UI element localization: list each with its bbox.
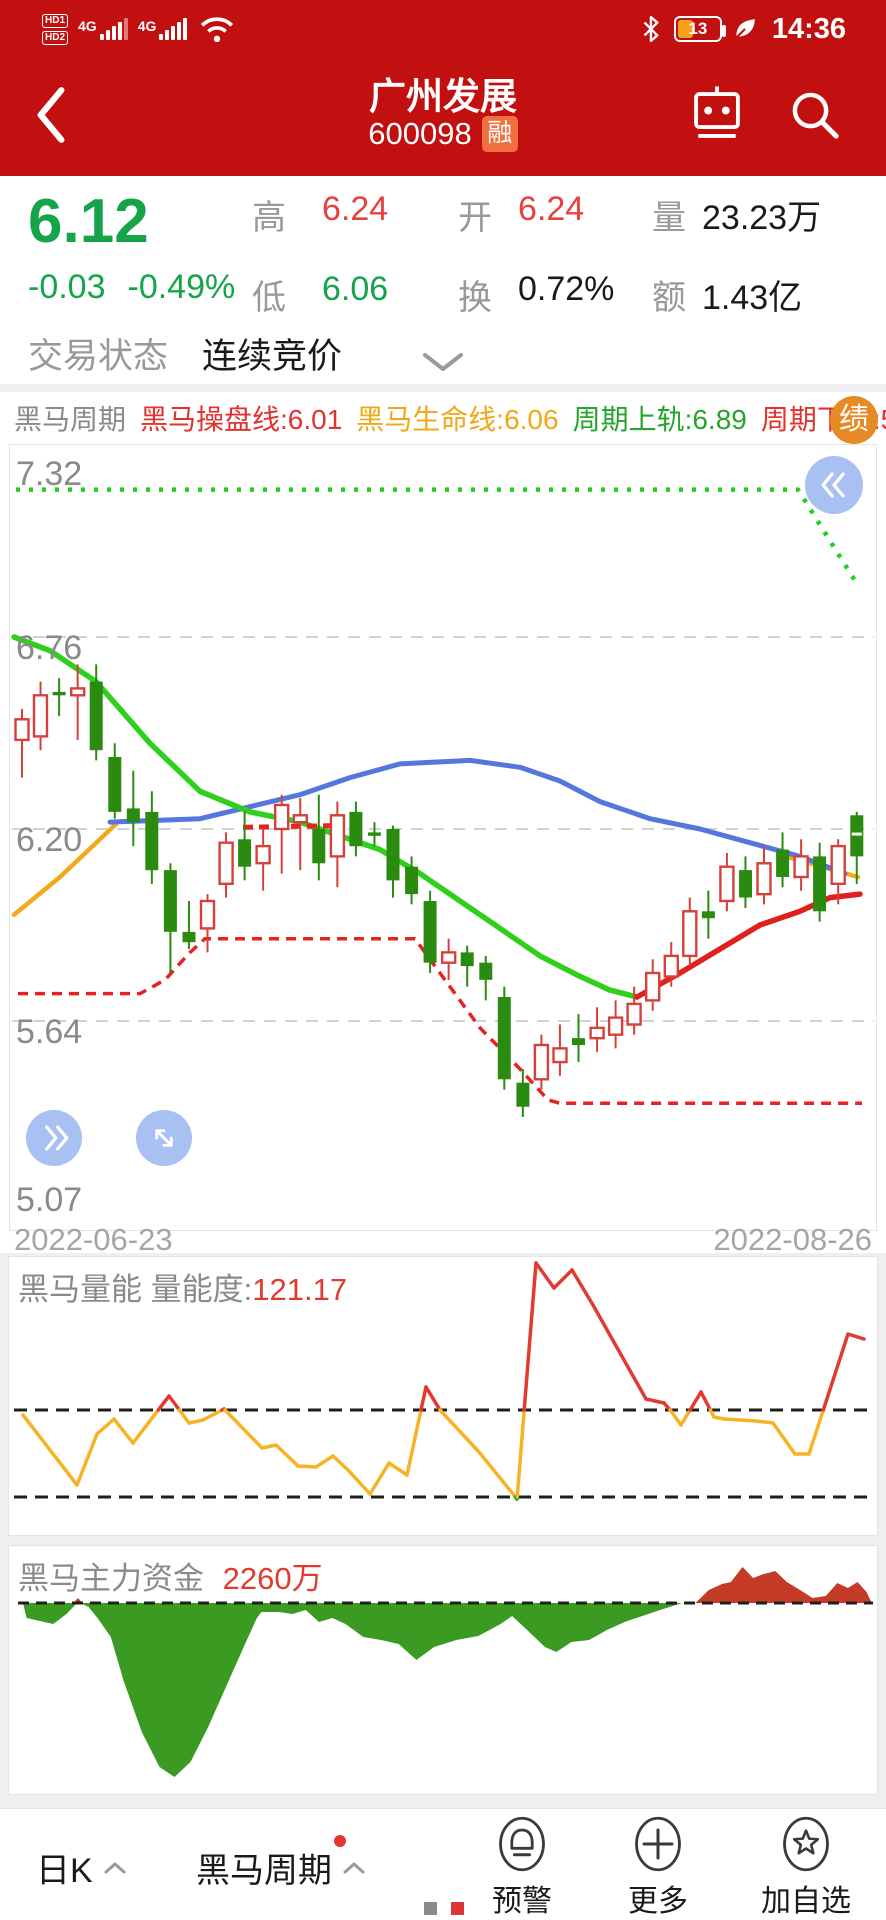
add-watchlist-label: 加自选 <box>761 1885 851 1918</box>
page-dot-red <box>451 1902 464 1915</box>
bell-icon <box>499 1816 545 1872</box>
date-end: 2022-08-26 <box>713 1222 872 1257</box>
svg-text:6.20: 6.20 <box>16 821 82 859</box>
signal-bars-icon: 4G <box>78 18 128 40</box>
price-change: -0.03 -0.49% <box>28 268 235 307</box>
more-label: 更多 <box>628 1885 688 1918</box>
hd1-badge: HD1 <box>42 13 69 28</box>
quote-panel: 6.12 -0.03 -0.49% 高 6.24 低 6.06 开 6.24 换… <box>0 176 886 384</box>
more-button[interactable]: 更多 <box>598 1815 718 1920</box>
stock-code: 600098 <box>368 116 472 151</box>
trading-status-value: 连续竞价 <box>202 337 343 376</box>
scale-chart-button[interactable] <box>136 1110 192 1166</box>
period-selector[interactable]: 日K <box>36 1843 127 1892</box>
status-bar: HD1 HD2 4G 4G 13 14:36 <box>0 0 886 58</box>
indicator-label: 黑马周期 <box>196 1852 332 1890</box>
last-price: 6.12 <box>28 187 149 256</box>
volume-label: 量 <box>652 199 686 237</box>
turnover-label: 换 <box>458 279 492 317</box>
trading-status-label: 交易状态 <box>28 337 169 376</box>
kline-chart[interactable]: 7.32 6.76 6.20 5.64 5.07 <box>0 443 886 1233</box>
signal-bars2-icon: 4G <box>138 18 188 40</box>
chevron-up-icon <box>343 1862 365 1873</box>
page-title: 广州发展 <box>369 76 517 117</box>
volume-energy-chart <box>8 1256 878 1536</box>
battery-icon: 13 <box>673 16 726 42</box>
main-fund-value: 2260万 <box>222 1561 323 1596</box>
change-percent: -0.49% <box>127 268 236 306</box>
clock: 14:36 <box>771 12 846 45</box>
page-indicator <box>424 1902 464 1915</box>
low-label: 低 <box>252 279 286 317</box>
date-range-row: 2022-06-23 2022-08-26 <box>0 1222 886 1258</box>
margin-trading-badge: 融 <box>481 116 518 152</box>
svg-text:5.07: 5.07 <box>16 1181 82 1219</box>
volume-energy-value: 121.17 <box>252 1272 348 1307</box>
indicator-legend-bar[interactable]: 黑马周期 黑马操盘线:6.01 黑马生命线:6.06 周期上轨:6.89 周期下… <box>14 395 886 440</box>
turnover-value: 0.72% <box>518 270 615 308</box>
amount-value: 1.43亿 <box>702 279 803 317</box>
pan-right-button[interactable] <box>26 1110 82 1166</box>
alert-label: 预警 <box>492 1885 552 1918</box>
bluetooth-icon <box>643 16 659 42</box>
bottom-toolbar: 日K 黑马周期 预警 更多 加自选 <box>0 1808 886 1920</box>
volume-energy-label: 黑马量能 量能度:121.17 <box>18 1272 348 1307</box>
power-save-leaf-icon <box>734 19 755 40</box>
high-label: 高 <box>252 199 286 237</box>
open-value: 6.24 <box>518 190 585 228</box>
diagonal-resize-icon <box>155 1129 173 1147</box>
volume-value: 23.23万 <box>702 199 822 237</box>
chevron-up-icon <box>104 1862 126 1873</box>
wifi-icon <box>201 17 234 43</box>
svg-text:6.76: 6.76 <box>16 629 82 667</box>
open-label: 开 <box>458 199 492 237</box>
date-start: 2022-06-23 <box>14 1222 173 1257</box>
main-fund-chart <box>8 1545 878 1795</box>
notification-dot <box>334 1835 346 1847</box>
change-value: -0.03 <box>28 268 106 306</box>
performance-badge[interactable]: 绩 <box>830 396 878 444</box>
indicator-label-wrap: 黑马周期 <box>196 1835 346 1892</box>
main-fund-label: 黑马主力资金 2260万 <box>18 1561 323 1596</box>
battery-percent: 13 <box>688 19 708 38</box>
robot-assistant-icon[interactable] <box>684 84 750 146</box>
back-icon[interactable] <box>30 84 70 146</box>
legend-shengmingxian: 黑马生命线:6.06 <box>356 403 559 435</box>
alert-button[interactable]: 预警 <box>462 1815 582 1920</box>
network-type2-label: 4G <box>137 18 157 34</box>
hd2-badge: HD2 <box>42 30 69 45</box>
indicator-name[interactable]: 黑马周期 <box>14 403 127 435</box>
svg-text:5.64: 5.64 <box>16 1013 82 1051</box>
volume-energy-panel: 黑马量能 量能度:121.17 <box>0 1256 886 1536</box>
hd-voice-icon: HD1 HD2 <box>42 13 69 45</box>
expand-quote-chevron-icon[interactable] <box>420 352 466 374</box>
indicator-selector[interactable]: 黑马周期 <box>196 1835 366 1892</box>
search-icon[interactable] <box>786 86 844 144</box>
low-value: 6.06 <box>322 270 389 308</box>
page-dot-gray <box>424 1902 437 1915</box>
star-circle-icon <box>783 1816 829 1872</box>
app-header: 广州发展 600098 融 <box>0 58 886 176</box>
double-chevron-right-icon <box>45 1125 69 1151</box>
network-type-label: 4G <box>78 18 97 34</box>
collapse-panel-button[interactable] <box>805 456 863 514</box>
legend-shanggui: 周期上轨:6.89 <box>572 403 747 435</box>
double-chevron-left-icon <box>821 472 845 498</box>
svg-text:7.32: 7.32 <box>16 455 82 493</box>
plus-circle-icon <box>635 1816 681 1872</box>
add-watchlist-button[interactable]: 加自选 <box>746 1815 866 1920</box>
main-fund-panel: 黑马主力资金 2260万 <box>0 1545 886 1795</box>
legend-caopanxian: 黑马操盘线:6.01 <box>140 403 343 435</box>
amount-label: 额 <box>652 279 686 317</box>
high-value: 6.24 <box>322 190 389 228</box>
period-label: 日K <box>36 1852 93 1890</box>
